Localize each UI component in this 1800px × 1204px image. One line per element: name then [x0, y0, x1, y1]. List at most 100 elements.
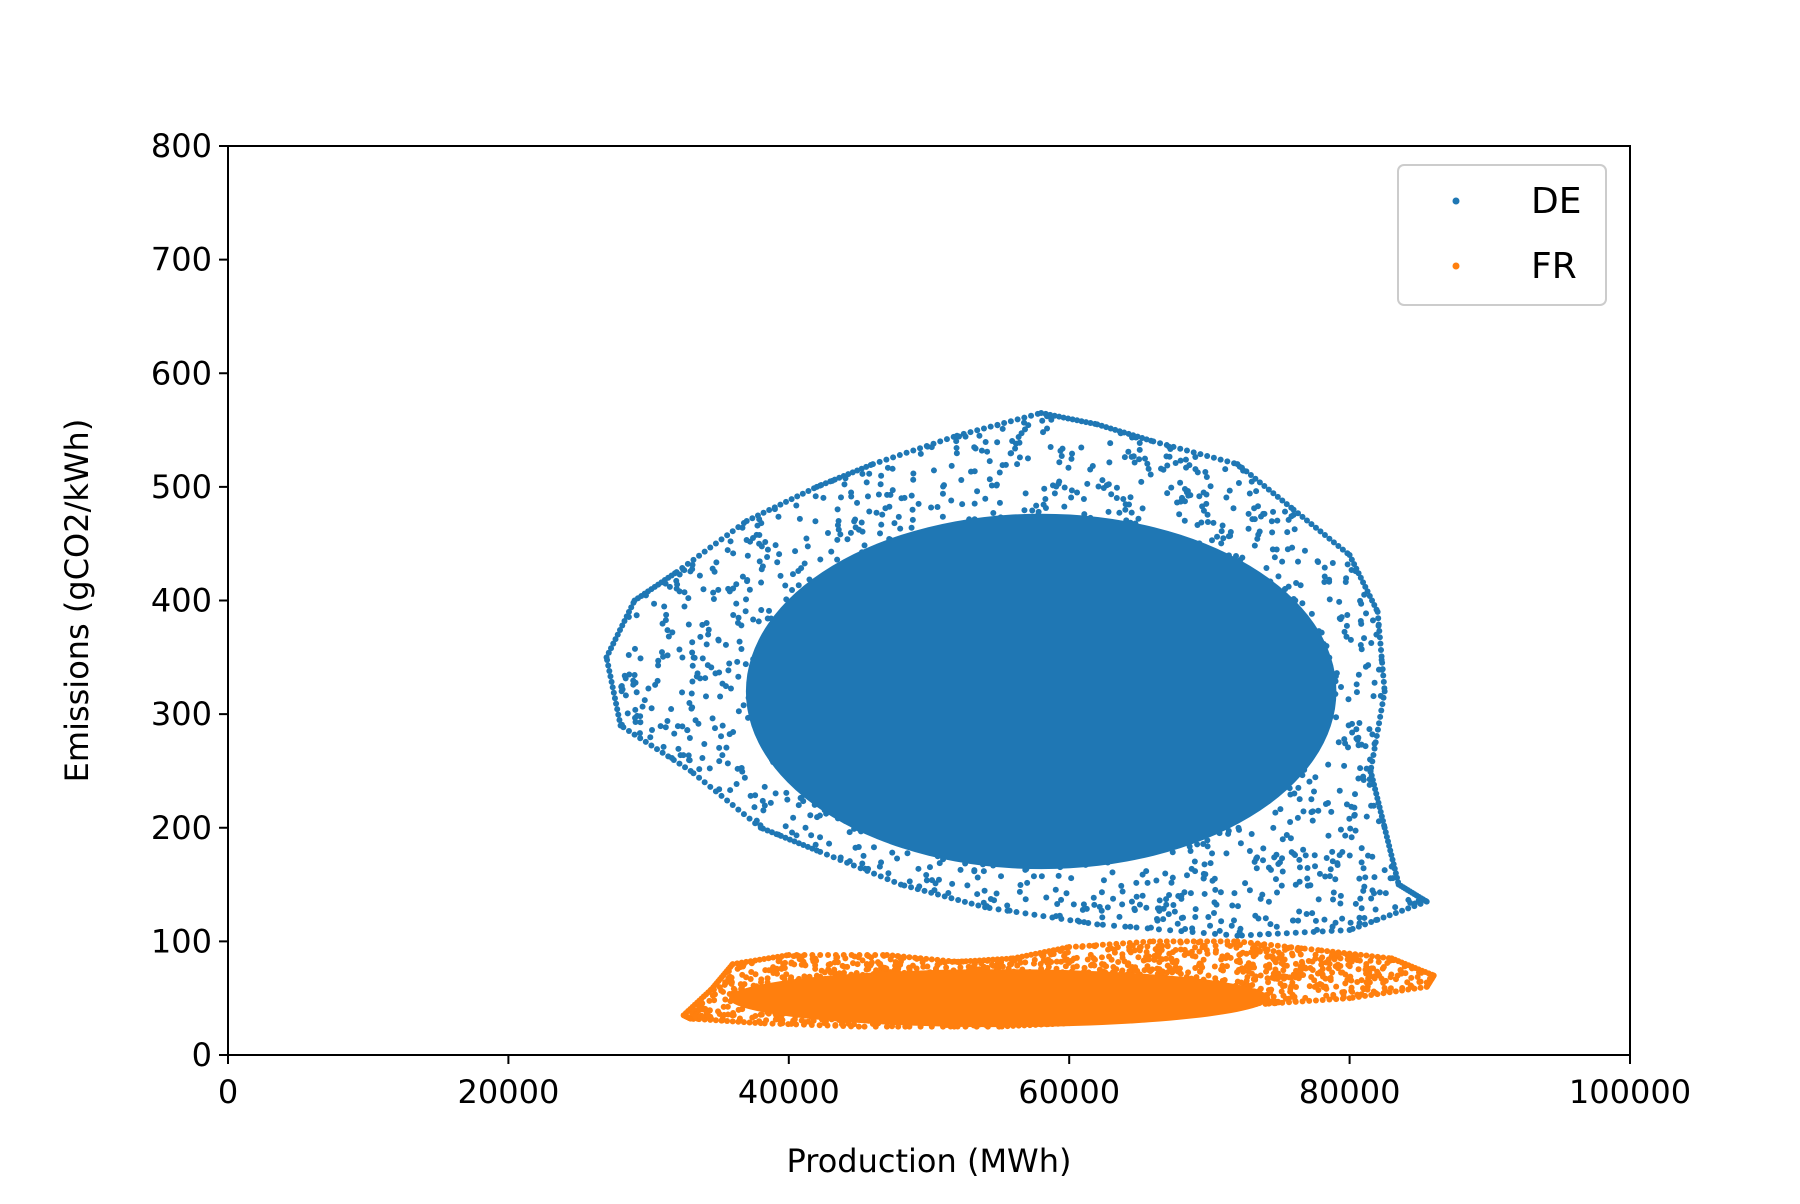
series-de-point — [1290, 506, 1297, 513]
series-de-point — [1374, 795, 1381, 802]
series-de-point — [859, 528, 866, 535]
series-de-point — [1248, 478, 1255, 485]
series-de-point — [702, 675, 709, 682]
series-fr-point — [1392, 976, 1399, 983]
series-de-point — [928, 504, 935, 511]
series-de-point — [1119, 888, 1126, 895]
series-de-point — [830, 854, 837, 861]
series-fr-point — [840, 969, 847, 976]
series-fr-point — [692, 1013, 699, 1020]
series-de-point — [685, 621, 692, 628]
series-de-point — [1315, 807, 1322, 814]
series-de-point — [1138, 478, 1145, 485]
series-de-point — [921, 887, 928, 894]
series-fr-point — [1023, 952, 1030, 959]
series-de-point — [866, 470, 873, 477]
series-fr-point — [1270, 993, 1277, 1000]
series-de-point — [1274, 517, 1281, 524]
series-de-point — [1356, 920, 1363, 927]
series-fr-point — [1166, 950, 1173, 957]
series-de-point — [1081, 919, 1088, 926]
series-fr-point — [1091, 956, 1098, 963]
series-fr-point — [1223, 963, 1230, 970]
series-de-point — [716, 758, 723, 765]
series-de-point — [1309, 808, 1316, 815]
series-fr-point — [1360, 985, 1367, 992]
series-de-point — [809, 845, 816, 852]
series-fr-point — [791, 1016, 798, 1023]
series-de-point — [673, 577, 680, 584]
series-fr-point — [1407, 982, 1414, 989]
series-de-point — [1302, 852, 1309, 859]
series-de-point — [614, 631, 621, 638]
series-de-point — [1358, 741, 1365, 748]
series-de-point — [789, 586, 796, 593]
series-de-dense-region — [745, 513, 1337, 870]
series-de-point — [1357, 765, 1364, 772]
series-fr-point — [798, 1017, 805, 1024]
series-de-point — [709, 715, 716, 722]
series-fr-point — [990, 962, 997, 969]
series-de-point — [749, 515, 756, 522]
series-fr-point — [1040, 957, 1047, 964]
series-de-point — [1016, 439, 1023, 446]
series-de-point — [1279, 497, 1286, 504]
series-de-point — [1357, 618, 1364, 625]
series-de-point — [1347, 919, 1354, 926]
series-fr-point — [1200, 956, 1207, 963]
series-de-point — [1381, 867, 1388, 874]
series-de-point — [857, 865, 864, 872]
series-de-point — [1326, 535, 1333, 542]
series-fr-point — [1171, 959, 1178, 966]
series-de-point — [1110, 895, 1117, 902]
series-de-point — [1260, 857, 1267, 864]
series-de-point — [727, 787, 734, 794]
series-de-point — [1057, 447, 1064, 454]
series-de-point — [740, 811, 747, 818]
series-fr-point — [1212, 949, 1219, 956]
series-de-point — [1127, 923, 1134, 930]
series-de-point — [859, 470, 866, 477]
series-fr-point — [1282, 995, 1289, 1002]
series-de-point — [1028, 412, 1035, 419]
series-fr-point — [1150, 938, 1157, 945]
series-de-point — [705, 631, 712, 638]
series-de-point — [1279, 868, 1286, 875]
series-de-point — [1377, 808, 1384, 815]
series-fr-point — [1314, 982, 1321, 989]
series-de-point — [637, 713, 644, 720]
series-fr-point — [1047, 949, 1054, 956]
series-de-point — [727, 685, 734, 692]
series-fr-point — [1280, 961, 1287, 968]
series-de-point — [1226, 487, 1233, 494]
series-de-point — [702, 693, 709, 700]
series-fr-point — [1302, 994, 1309, 1001]
series-de-point — [1338, 684, 1345, 691]
series-de-point — [1303, 517, 1310, 524]
series-fr-point — [816, 1022, 823, 1029]
series-fr-point — [1342, 971, 1349, 978]
series-de-point — [1392, 904, 1399, 911]
series-fr-point — [1418, 969, 1425, 976]
series-de-point — [848, 489, 855, 496]
series-de-point — [1136, 439, 1143, 446]
series-de-point — [1337, 900, 1344, 907]
series-de-point — [799, 490, 806, 497]
series-de-point — [1122, 923, 1129, 930]
series-fr-point — [928, 956, 935, 963]
series-fr-point — [1099, 941, 1106, 948]
y-tick-label: 100 — [151, 922, 212, 960]
series-de-point — [1051, 412, 1058, 419]
series-de-point — [1212, 886, 1219, 893]
series-de-point — [1343, 575, 1350, 582]
series-de-point — [662, 617, 669, 624]
series-fr-point — [1045, 956, 1052, 963]
series-de-point — [1100, 877, 1107, 884]
series-de-point — [1200, 507, 1207, 514]
series-de-point — [1341, 736, 1348, 743]
series-de-point — [1207, 483, 1214, 490]
series-de-point — [647, 734, 654, 741]
series-de-point — [1178, 892, 1185, 899]
series-de-point — [648, 705, 655, 712]
series-fr-point — [699, 1000, 706, 1007]
